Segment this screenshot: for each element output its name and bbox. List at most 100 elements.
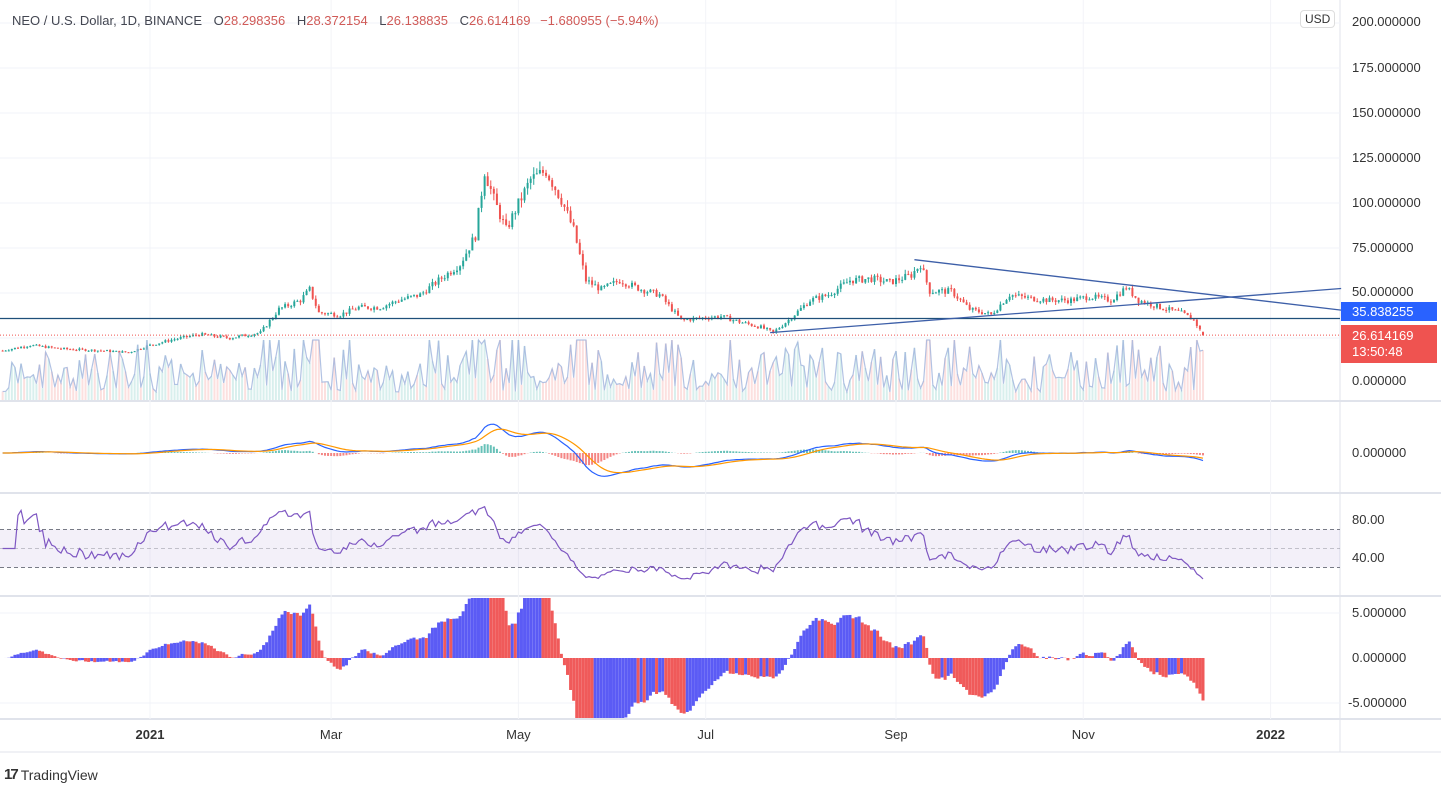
volume-bar [827,386,830,400]
volume-bar [891,359,894,400]
macd-histogram-bar [1165,453,1168,455]
candle-body [716,316,719,319]
macd-histogram-bar [584,453,587,466]
volume-bar [845,391,848,400]
macd-histogram-bar [287,450,290,453]
macd-histogram-bar [612,453,615,456]
macd-histogram-bar [658,451,661,453]
oscillator-bar [716,658,720,680]
oscillator-bar [593,658,597,718]
volume-bar [305,357,308,400]
oscillator-bar [191,641,195,658]
oscillator-bar [274,625,278,658]
oscillator-bar [1170,658,1174,675]
candle-body [1017,294,1020,296]
volume-bar [4,391,7,400]
oscillator-bar [1146,658,1150,668]
macd-histogram-bar [228,453,231,454]
candle-body [898,278,901,281]
candle-body [106,350,109,352]
volume-bar [1189,347,1192,400]
oscillator-bar [1121,647,1125,658]
macd-histogram-bar [413,452,416,453]
candle-body [538,169,541,174]
candle-body [281,307,284,309]
candle-body [1002,303,1005,305]
candle-body [600,286,603,291]
oscillator-bar [93,658,97,663]
oscillator-bar [848,614,852,658]
candle-body [360,305,363,307]
tradingview-logo[interactable]: 17 TradingView [4,766,98,783]
macd-histogram-bar [425,452,428,453]
volume-bar [640,387,643,400]
macd-histogram-bar [630,451,633,453]
candle-body [848,280,851,283]
candle-body [23,346,26,348]
candle-body [870,277,873,282]
macd-histogram-bar [904,453,907,454]
macd-histogram-bar [170,451,173,453]
macd-histogram-bar [901,453,904,455]
volume-bar [53,387,56,400]
volume-bar [360,376,363,400]
rsi-tick: 80.00 [1352,512,1385,527]
volume-bar [167,366,170,400]
volume-bar [339,390,342,400]
volume-bar [1082,389,1085,400]
last-price-badge: 26.614169 13:50:48 [1341,325,1437,363]
candle-body [1011,295,1014,297]
volume-bar [416,375,419,400]
volume-bar [649,373,652,400]
macd-histogram-bar [299,451,302,453]
volume-bar [922,380,925,400]
volume-bar [115,388,118,400]
low-value: 26.138835 [386,13,448,28]
candle-body [201,333,204,336]
macd-histogram-bar [962,453,965,456]
oscillator-bar [25,652,29,658]
candle-body [744,322,747,324]
oscillator-bar [10,656,14,658]
candle-body [284,304,287,308]
volume-bar [1030,390,1033,400]
candle-body [630,282,633,287]
change-value: −1.680955 (−5.94%) [540,13,659,28]
oscillator-bar [977,658,981,697]
macd-histogram-bar [456,451,458,453]
macd-histogram-bar [606,453,609,459]
oscillator-bar [1005,658,1009,663]
candle-body [852,280,855,284]
oscillator-bar [277,618,281,658]
volume-bar [474,378,477,400]
oscillator-bar [1173,658,1177,674]
oscillator-bar [1084,655,1088,658]
oscillator-bar [955,658,959,682]
candle-body [910,274,913,278]
candle-body [1020,294,1023,296]
oscillator-bar [1124,643,1128,658]
volume-bar [621,385,624,400]
volume-bar [796,342,799,400]
oscillator-bar [108,658,112,662]
candle-body [462,260,465,267]
volume-bar [984,382,987,400]
candle-body [363,305,366,307]
oscillator-bar [461,611,465,658]
candle-body [330,313,333,315]
candle-body [1076,297,1079,302]
candle-body [885,279,888,282]
oscillator-bar [1090,656,1094,658]
oscillator-bar [615,658,619,718]
time-tick: Sep [884,727,908,742]
candle-body [784,323,787,327]
candle-body [173,339,176,341]
currency-button[interactable]: USD [1300,10,1336,28]
volume-bar [508,382,511,400]
candle-body [876,275,879,277]
oscillator-bar [507,625,511,658]
candle-body [944,289,947,294]
volume-bar [898,378,901,400]
symbol-title[interactable]: NEO / U.S. Dollar, 1D, BINANCE [12,13,202,28]
